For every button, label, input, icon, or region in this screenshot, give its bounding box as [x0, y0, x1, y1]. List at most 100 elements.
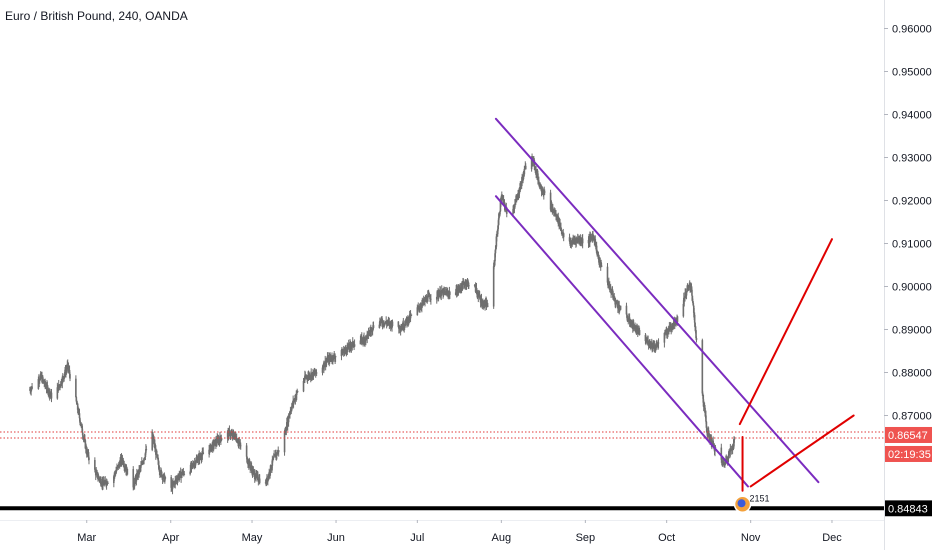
candle-body	[522, 172, 525, 180]
candle-body	[189, 471, 191, 475]
candle-body	[162, 477, 164, 480]
candle-body	[524, 165, 527, 170]
candle-body	[410, 314, 413, 316]
candle-body	[47, 387, 49, 393]
candle-body	[302, 380, 305, 392]
candle-body	[683, 298, 686, 302]
channel-lower-line	[494, 195, 749, 488]
y-tick-label: 0.95000	[892, 67, 932, 79]
candle-body	[556, 215, 558, 220]
candle-body	[439, 290, 442, 297]
projection-alt-line	[749, 414, 855, 488]
support-price-badge-bg	[885, 500, 932, 517]
candle-body	[132, 469, 135, 488]
candle-body	[95, 471, 98, 476]
event-marker-label: 2151	[750, 493, 770, 503]
candle-body	[484, 301, 487, 305]
x-tick-label: May	[242, 532, 263, 544]
candle-body	[362, 336, 365, 342]
candle-body	[197, 456, 200, 461]
candle-body	[492, 266, 495, 307]
countdown-badge: 02:19:35	[888, 449, 931, 461]
candle-body	[731, 448, 734, 450]
candle-body	[496, 229, 499, 235]
candle-body	[68, 370, 71, 375]
y-tick-label: 0.92000	[892, 196, 932, 208]
candle-body	[79, 422, 82, 424]
candle-body	[94, 460, 96, 470]
candle-body	[693, 314, 696, 323]
candle-body	[272, 456, 275, 458]
candle-body	[533, 166, 536, 169]
candle-body	[213, 444, 215, 447]
candle-body	[695, 330, 697, 339]
candle-body	[135, 476, 138, 482]
candle-body	[417, 306, 420, 308]
candle-body	[398, 325, 401, 330]
candle-body	[345, 347, 347, 350]
candle-body	[75, 397, 78, 402]
time-axis: Mar Apr May Jun Jul Aug Sep Oct Nov Dec	[0, 520, 884, 544]
candle-body	[685, 292, 688, 296]
x-tick-label: Sep	[576, 532, 596, 544]
candle-body	[144, 452, 147, 457]
candle-body	[656, 343, 658, 345]
candle-body	[75, 378, 77, 398]
candle-body	[143, 458, 145, 461]
candle-body	[619, 305, 622, 310]
x-tick-label: Dec	[822, 532, 842, 544]
candle-body	[400, 328, 402, 331]
candle-body	[494, 249, 497, 254]
candle-body	[283, 432, 286, 453]
candle-body	[608, 282, 610, 287]
y-tick-label: 0.91000	[892, 239, 932, 251]
y-tick-label: 0.87000	[892, 411, 932, 423]
candle-body	[676, 316, 679, 322]
candle-body	[404, 321, 407, 326]
candle-body	[69, 374, 71, 379]
candle-body	[634, 325, 636, 328]
candle-body	[695, 338, 698, 341]
candle-body	[164, 477, 167, 479]
candle-body	[521, 177, 523, 181]
candle-body	[178, 472, 181, 476]
candle-body	[663, 332, 666, 343]
candle-body	[647, 340, 649, 346]
candle-body	[220, 438, 223, 440]
support-price-badge: 0.84843	[888, 503, 928, 515]
candle-body	[230, 433, 232, 436]
candle-body	[145, 448, 147, 453]
candle-body	[62, 376, 65, 378]
candle-body	[334, 356, 337, 358]
candle-body	[97, 477, 99, 479]
x-tick-label: Jul	[410, 532, 424, 544]
candle-body	[543, 191, 546, 193]
candle-body	[499, 211, 501, 215]
x-tick-label: Nov	[741, 532, 761, 544]
drawings-layer: 2151	[0, 117, 884, 514]
candle-body	[694, 326, 697, 331]
candle-body	[720, 447, 723, 460]
event-marker-dot	[737, 499, 746, 508]
candle-body	[668, 326, 671, 329]
candle-body	[632, 324, 635, 328]
candle-body	[587, 239, 590, 244]
candle-body	[390, 322, 393, 328]
candle-body	[180, 474, 182, 478]
candle-body	[712, 440, 714, 445]
candle-body	[61, 377, 64, 384]
countdown-badge-bg	[885, 445, 932, 462]
candle-body	[107, 483, 109, 484]
candle-body	[559, 222, 561, 227]
candle-body	[495, 236, 498, 247]
hidden-label-bg	[885, 494, 932, 501]
candle-body	[115, 471, 117, 474]
candle-body	[39, 376, 41, 381]
candle-body	[606, 266, 609, 283]
candle-body	[694, 322, 696, 327]
price-axis: 0.96000 0.95000 0.94000 0.93000 0.92000 0.910…	[884, 0, 932, 550]
candle-body	[627, 317, 630, 321]
candle-body	[404, 325, 406, 327]
candle-body	[195, 459, 197, 464]
